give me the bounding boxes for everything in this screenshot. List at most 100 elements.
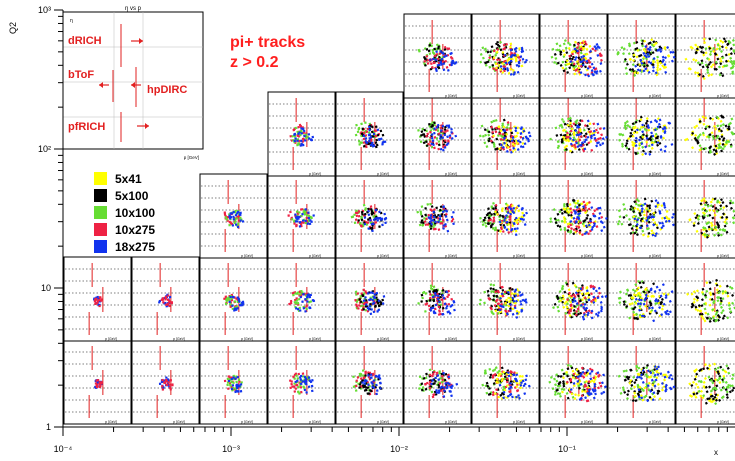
- panel: p [GeV]: [607, 91, 676, 177]
- data-point: [581, 370, 585, 374]
- data-point: [706, 366, 710, 370]
- data-point: [295, 210, 299, 213]
- data-point: [592, 133, 596, 137]
- data-point: [505, 207, 509, 211]
- data-point: [442, 296, 446, 300]
- data-point: [652, 43, 656, 47]
- data-point: [501, 145, 505, 149]
- data-point: [503, 69, 506, 73]
- data-point: [498, 304, 502, 308]
- data-point: [588, 391, 591, 395]
- data-point: [707, 125, 711, 129]
- data-point: [95, 385, 99, 389]
- data-point: [694, 368, 698, 372]
- data-point: [581, 298, 584, 302]
- data-point: [100, 298, 103, 301]
- data-point: [429, 202, 432, 206]
- panel-frame: [403, 13, 472, 99]
- data-point: [669, 373, 673, 377]
- data-point: [641, 145, 645, 149]
- data-point: [656, 63, 660, 67]
- data-point: [490, 205, 494, 209]
- data-point: [301, 372, 305, 375]
- data-point: [503, 136, 506, 140]
- data-point: [514, 233, 518, 237]
- data-point: [311, 135, 315, 139]
- data-point: [714, 378, 718, 382]
- panel-xlabel: p [GeV]: [717, 420, 729, 424]
- data-point: [236, 212, 239, 215]
- data-point: [702, 302, 706, 306]
- data-point: [559, 394, 562, 398]
- data-point: [644, 67, 648, 71]
- data-point: [491, 130, 495, 134]
- data-point: [692, 58, 696, 62]
- data-point: [496, 381, 499, 384]
- data-point: [663, 216, 667, 220]
- data-point: [440, 374, 444, 378]
- data-point: [364, 303, 368, 306]
- data-point: [420, 214, 424, 218]
- data-point: [498, 308, 502, 312]
- data-point: [648, 41, 652, 45]
- panel-data-cloud: [617, 279, 674, 323]
- data-point: [656, 68, 659, 72]
- data-point: [478, 134, 482, 138]
- panel-xlabel: p [GeV]: [309, 254, 321, 258]
- data-point: [492, 49, 496, 53]
- data-point: [590, 369, 594, 373]
- data-point: [648, 300, 652, 304]
- data-point: [730, 377, 734, 381]
- data-point: [513, 306, 517, 310]
- data-point: [358, 374, 362, 378]
- data-point: [652, 40, 656, 44]
- data-point: [170, 301, 173, 305]
- data-point: [416, 210, 420, 214]
- data-point: [492, 220, 495, 223]
- data-point: [431, 127, 434, 130]
- panel: p [GeV]: [607, 13, 676, 99]
- data-point: [381, 298, 384, 302]
- data-point: [641, 149, 645, 153]
- data-point: [432, 215, 436, 219]
- data-point: [718, 284, 722, 288]
- data-point: [566, 363, 570, 367]
- data-point: [554, 57, 558, 60]
- data-point: [571, 369, 575, 373]
- data-point: [642, 64, 646, 68]
- data-point: [725, 284, 729, 288]
- data-point: [229, 212, 232, 215]
- data-point: [652, 282, 656, 286]
- panel-xlabel: p [GeV]: [309, 420, 321, 424]
- data-point: [629, 387, 633, 391]
- data-point: [503, 141, 506, 145]
- data-point: [642, 210, 646, 214]
- data-point: [447, 373, 450, 377]
- data-point: [428, 216, 432, 220]
- data-point: [428, 52, 432, 55]
- data-point: [303, 388, 307, 392]
- panel-xlabel: p [GeV]: [581, 420, 593, 424]
- panel-data-cloud: [223, 209, 245, 229]
- data-point: [378, 225, 381, 228]
- data-point: [423, 59, 427, 63]
- data-point: [618, 215, 622, 219]
- data-point: [715, 318, 719, 322]
- data-point: [697, 389, 701, 393]
- data-point: [525, 211, 528, 215]
- data-point: [372, 310, 376, 314]
- data-point: [713, 213, 717, 217]
- data-point: [688, 382, 692, 386]
- data-point: [585, 306, 589, 310]
- data-point: [354, 218, 358, 221]
- data-point: [703, 319, 707, 323]
- data-point: [231, 295, 235, 299]
- data-point: [656, 226, 659, 230]
- data-point: [364, 370, 368, 374]
- data-point: [719, 365, 723, 369]
- data-point: [516, 131, 520, 135]
- data-point: [575, 141, 578, 145]
- data-point: [517, 217, 520, 221]
- data-point: [709, 378, 713, 382]
- data-point: [484, 47, 487, 51]
